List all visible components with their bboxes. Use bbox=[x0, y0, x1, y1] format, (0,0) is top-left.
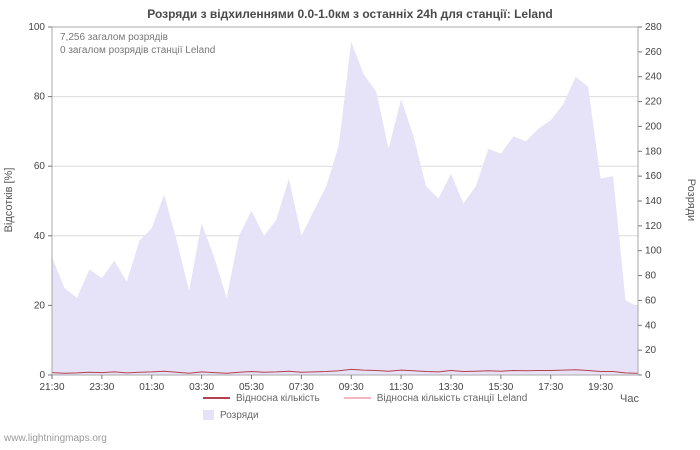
area-series-discharges bbox=[52, 41, 638, 376]
y-axis-label-left: Відсотків [%] bbox=[3, 167, 15, 233]
line-series-relative-count bbox=[51, 368, 639, 374]
y-right-tick-label: 0 bbox=[645, 370, 651, 381]
red-line-swatch bbox=[203, 397, 230, 399]
y-right-tick-label: 60 bbox=[645, 295, 657, 306]
legend-item-discharges: Розряди bbox=[203, 410, 259, 421]
y-right-tick-label: 140 bbox=[645, 196, 662, 207]
y-right-tick-label: 180 bbox=[645, 146, 662, 157]
chart-title: Розряди з відхиленнями 0.0-1.0км з остан… bbox=[147, 7, 553, 21]
y-right-tick-label: 40 bbox=[645, 320, 657, 331]
legend-row-1: Відносна кількість Відносна кількість ст… bbox=[203, 391, 527, 405]
y-right-tick-label: 260 bbox=[645, 47, 662, 58]
y-left-tick-label: 40 bbox=[34, 231, 46, 242]
x-tick-label: 09:30 bbox=[339, 382, 364, 393]
x-tick-label: 11:30 bbox=[389, 382, 414, 393]
y-right-tick-label: 200 bbox=[645, 121, 662, 132]
area-swatch bbox=[203, 410, 214, 420]
legend-row-2: Розряди bbox=[203, 408, 527, 422]
annotation-total-discharges: 7,256 загалом розрядів bbox=[60, 32, 168, 43]
y-left-tick-label: 80 bbox=[34, 92, 46, 103]
x-tick-label: 19:30 bbox=[588, 382, 613, 393]
x-tick-label: 07:30 bbox=[289, 382, 314, 393]
x-tick-label: 01:30 bbox=[139, 382, 164, 393]
legend-item-station-relative-count: Відносна кількість станції Leland bbox=[343, 392, 528, 404]
y-right-tick-label: 100 bbox=[645, 246, 662, 257]
y-left-tick-label: 100 bbox=[28, 22, 45, 33]
y-right-tick-label: 80 bbox=[645, 271, 657, 282]
pink-line-swatch bbox=[343, 397, 371, 399]
legend-label-relative-count: Відносна кількість bbox=[236, 392, 320, 404]
y-right-tick-label: 160 bbox=[645, 171, 662, 182]
y-right-tick-label: 120 bbox=[645, 221, 662, 232]
x-tick-label: 17:30 bbox=[538, 382, 563, 393]
annotation-station-total-discharges: 0 загалом розрядів станції Leland bbox=[60, 45, 216, 56]
y-left-tick-label: 20 bbox=[34, 300, 46, 311]
x-tick-label: 23:30 bbox=[89, 382, 114, 393]
x-tick-label: 21:30 bbox=[39, 382, 64, 393]
legend-item-relative-count: Відносна кількість bbox=[203, 393, 320, 404]
y-left-tick-label: 60 bbox=[34, 161, 46, 172]
x-tick-label: 13:30 bbox=[438, 382, 463, 393]
x-tick-label: 03:30 bbox=[189, 382, 214, 393]
legend: Відносна кількість Відносна кількість ст… bbox=[203, 391, 527, 422]
legend-label-station-relative-count: Відносна кількість станції Leland bbox=[376, 392, 528, 404]
watermark-text: www.lightningmaps.org bbox=[4, 433, 107, 444]
y-right-tick-label: 220 bbox=[645, 97, 662, 108]
y-axis-label-right: Розряди bbox=[685, 178, 697, 222]
legend-label-discharges: Розряди bbox=[220, 409, 259, 421]
y-right-tick-label: 20 bbox=[645, 345, 657, 356]
y-right-tick-label: 240 bbox=[645, 72, 662, 83]
x-tick-label: 15:30 bbox=[488, 382, 513, 393]
y-left-tick-label: 0 bbox=[39, 370, 45, 381]
x-axis-label: Час bbox=[620, 393, 639, 405]
x-tick-label: 05:30 bbox=[239, 382, 264, 393]
y-right-tick-label: 280 bbox=[645, 22, 662, 33]
